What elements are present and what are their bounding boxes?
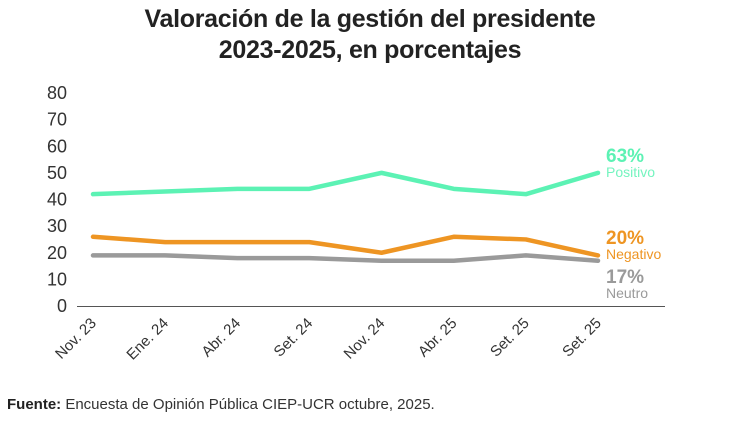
chart-title-line-2: 2023-2025, en porcentajes <box>218 36 522 64</box>
end-label-value-positivo: 63% <box>606 146 644 167</box>
end-label-name-negativo: Negativo <box>606 246 661 262</box>
end-label-value-negativo: 20% <box>606 228 644 249</box>
end-label-name-positivo: Positivo <box>606 164 655 180</box>
series-line-neutro <box>90 253 601 263</box>
series-lines <box>90 170 601 263</box>
y-axis-ticks: 0 10 20 30 40 50 60 70 80 <box>47 83 67 316</box>
x-tick-label: Nov. 23 <box>52 315 100 363</box>
end-label-value-neutro: 17% <box>606 267 644 288</box>
source-text: Encuesta de Opinión Pública CIEP-UCR oct… <box>61 396 435 413</box>
x-tick-label: Abr. 25 <box>415 315 461 361</box>
x-tick-label: Ene. 24 <box>123 315 172 364</box>
y-tick-label: 50 <box>47 163 67 183</box>
chart-title-line-1: Valoración de la gestión del presidente <box>144 5 596 33</box>
x-tick-label: Set. 25 <box>559 315 605 361</box>
x-tick-label: Set. 25 <box>487 315 533 361</box>
series-line-positivo <box>90 170 601 197</box>
chart-title: Valoración de la gestión del presidente … <box>0 4 740 66</box>
y-tick-label: 0 <box>57 296 67 316</box>
y-tick-label: 10 <box>47 269 67 289</box>
end-label-name-neutro: Neutro <box>606 285 648 301</box>
x-axis-ticks: Nov. 23 Ene. 24 Abr. 24 Set. 24 Nov. 24 Abr. … <box>52 315 605 364</box>
x-tick-label: Nov. 24 <box>341 315 389 363</box>
end-labels: 63%Positivo 20%Negativo 17%Neutro <box>606 146 661 301</box>
series-line-negativo <box>90 234 601 258</box>
y-tick-label: 20 <box>47 243 67 263</box>
y-tick-label: 60 <box>47 136 67 156</box>
y-tick-label: 80 <box>47 83 67 103</box>
x-tick-label: Abr. 24 <box>198 315 244 361</box>
x-tick-label: Set. 24 <box>271 315 317 361</box>
y-tick-label: 30 <box>47 216 67 236</box>
source-footer: Fuente: Encuesta de Opinión Pública CIEP… <box>7 396 435 413</box>
y-tick-label: 40 <box>47 190 67 210</box>
source-label: Fuente: <box>7 396 62 413</box>
y-tick-label: 70 <box>47 110 67 130</box>
